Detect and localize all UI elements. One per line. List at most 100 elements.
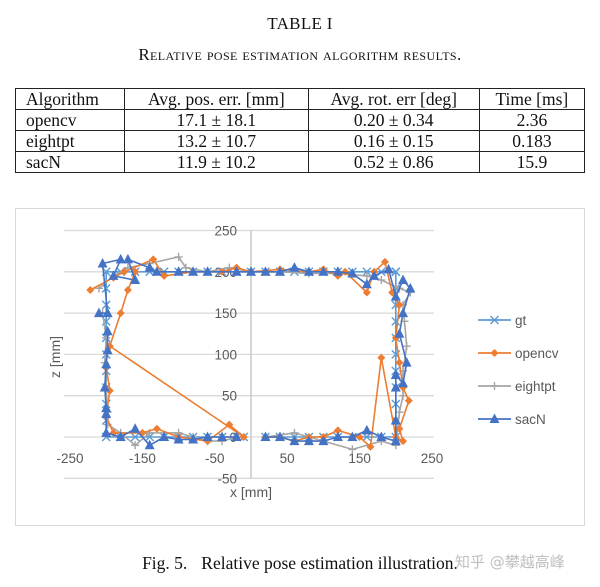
y-tick-label: -50 <box>217 471 237 486</box>
watermark: 知乎 @攀越高峰 <box>455 553 565 571</box>
marker-triangle-icon <box>401 357 412 367</box>
x-tick-label: 150 <box>348 451 371 466</box>
marker-plus-icon <box>377 276 386 285</box>
marker-triangle-icon <box>102 325 113 336</box>
marker-triangle-icon <box>390 381 401 392</box>
marker-triangle-icon <box>101 402 112 413</box>
marker-plus-icon <box>290 428 299 437</box>
y-axis-title: z [mm] <box>47 336 63 378</box>
marker-triangle-icon <box>159 431 170 441</box>
table-caption: Relative pose estimation algorithm resul… <box>138 45 462 64</box>
cell-pos-err: 17.1 ± 18.1 <box>124 109 309 131</box>
marker-triangle-icon <box>394 328 405 338</box>
marker-plus-icon <box>399 391 408 400</box>
marker-diamond-icon <box>395 300 404 309</box>
marker-triangle-icon <box>101 408 112 418</box>
marker-diamond-icon <box>399 437 408 446</box>
marker-diamond-icon <box>225 420 234 429</box>
marker-triangle-icon <box>369 270 380 280</box>
series-line <box>101 312 237 447</box>
figure-number: Fig. 5. <box>142 553 188 573</box>
marker-triangle-icon <box>102 307 113 318</box>
marker-triangle-icon <box>102 344 113 355</box>
marker-triangle-icon <box>361 278 372 289</box>
marker-triangle-icon <box>398 307 409 318</box>
marker-x-icon <box>490 315 499 325</box>
chart-frame <box>15 208 585 526</box>
marker-triangle-icon <box>108 270 119 280</box>
x-tick-label: -150 <box>129 451 156 466</box>
series-line <box>89 258 410 448</box>
marker-triangle-icon <box>398 377 409 388</box>
marker-triangle-icon <box>390 369 401 380</box>
marker-diamond-icon <box>404 396 413 405</box>
marker-plus-icon <box>131 441 140 450</box>
x-tick-label: 50 <box>280 451 295 466</box>
results-table: Algorithm Avg. pos. err. [mm] Avg. rot. … <box>15 88 586 173</box>
marker-diamond-icon <box>341 267 350 276</box>
table-title: TABLE I <box>267 14 333 33</box>
cell-pos-err: 11.9 ± 10.2 <box>124 151 309 173</box>
marker-triangle-icon <box>332 431 343 441</box>
x-tick-label: 250 <box>421 451 444 466</box>
marker-triangle-icon <box>383 263 394 274</box>
marker-triangle-icon <box>97 258 108 268</box>
x-tick-label: -250 <box>56 451 83 466</box>
marker-triangle-icon <box>332 266 343 276</box>
cell-time: 2.36 <box>478 109 586 131</box>
marker-diamond-icon <box>239 433 248 441</box>
marker-plus-icon <box>395 408 404 417</box>
marker-diamond-icon <box>116 309 125 318</box>
marker-diamond-icon <box>395 424 404 433</box>
marker-diamond-icon <box>149 255 158 264</box>
marker-triangle-icon <box>246 266 256 276</box>
x-tick-label: -50 <box>205 451 225 466</box>
x-axis-title: x [mm] <box>230 484 272 500</box>
cell-algorithm: eightpt <box>15 130 125 152</box>
y-tick-label: 100 <box>214 347 237 362</box>
y-tick-label: 250 <box>214 224 237 239</box>
y-tick-label: 150 <box>214 306 237 321</box>
marker-diamond-icon <box>333 426 342 435</box>
marker-triangle-icon <box>144 439 155 450</box>
figure-caption: Fig. 5. Relative pose estimation illustra… <box>0 553 600 574</box>
marker-x-icon <box>101 283 111 293</box>
marker-triangle-icon <box>188 266 199 276</box>
cell-time: 15.9 <box>478 151 586 173</box>
cell-rot-err: 0.52 ± 0.86 <box>307 151 480 173</box>
legend-label: eightpt <box>515 379 556 394</box>
marker-plus-icon <box>402 342 411 351</box>
series-line <box>104 331 237 447</box>
figure-caption-text: Relative pose estimation illustration. <box>201 553 458 573</box>
marker-triangle-icon <box>231 431 242 441</box>
marker-triangle-icon <box>231 266 242 276</box>
marker-triangle-icon <box>202 431 213 441</box>
marker-x-icon <box>362 267 372 277</box>
marker-triangle-icon <box>489 413 500 423</box>
marker-triangle-icon <box>390 291 401 301</box>
cell-algorithm: sacN <box>15 151 125 173</box>
marker-triangle-icon <box>115 431 126 441</box>
header-pos-err: Avg. pos. err. [mm] <box>124 88 309 110</box>
marker-triangle-icon <box>101 358 112 369</box>
marker-diamond-icon <box>377 353 386 362</box>
legend-label: gt <box>515 313 527 328</box>
marker-plus-icon <box>181 263 190 272</box>
marker-triangle-icon <box>274 266 285 276</box>
marker-x-icon <box>391 267 401 277</box>
marker-triangle-icon <box>376 431 387 441</box>
marker-triangle-icon <box>303 266 314 276</box>
marker-diamond-icon <box>160 271 169 280</box>
marker-triangle-icon <box>318 266 329 276</box>
marker-triangle-icon <box>130 423 141 433</box>
table-row: eightpt 13.2 ± 10.7 0.16 ± 0.15 0.183 <box>15 130 586 152</box>
marker-triangle-icon <box>173 266 184 276</box>
marker-diamond-icon <box>490 349 499 357</box>
marker-triangle-icon <box>99 381 110 392</box>
marker-triangle-icon <box>202 266 213 276</box>
marker-diamond-icon <box>395 358 404 367</box>
legend-label: sacN <box>515 412 546 427</box>
marker-triangle-icon <box>115 253 126 264</box>
marker-triangle-icon <box>130 274 141 285</box>
